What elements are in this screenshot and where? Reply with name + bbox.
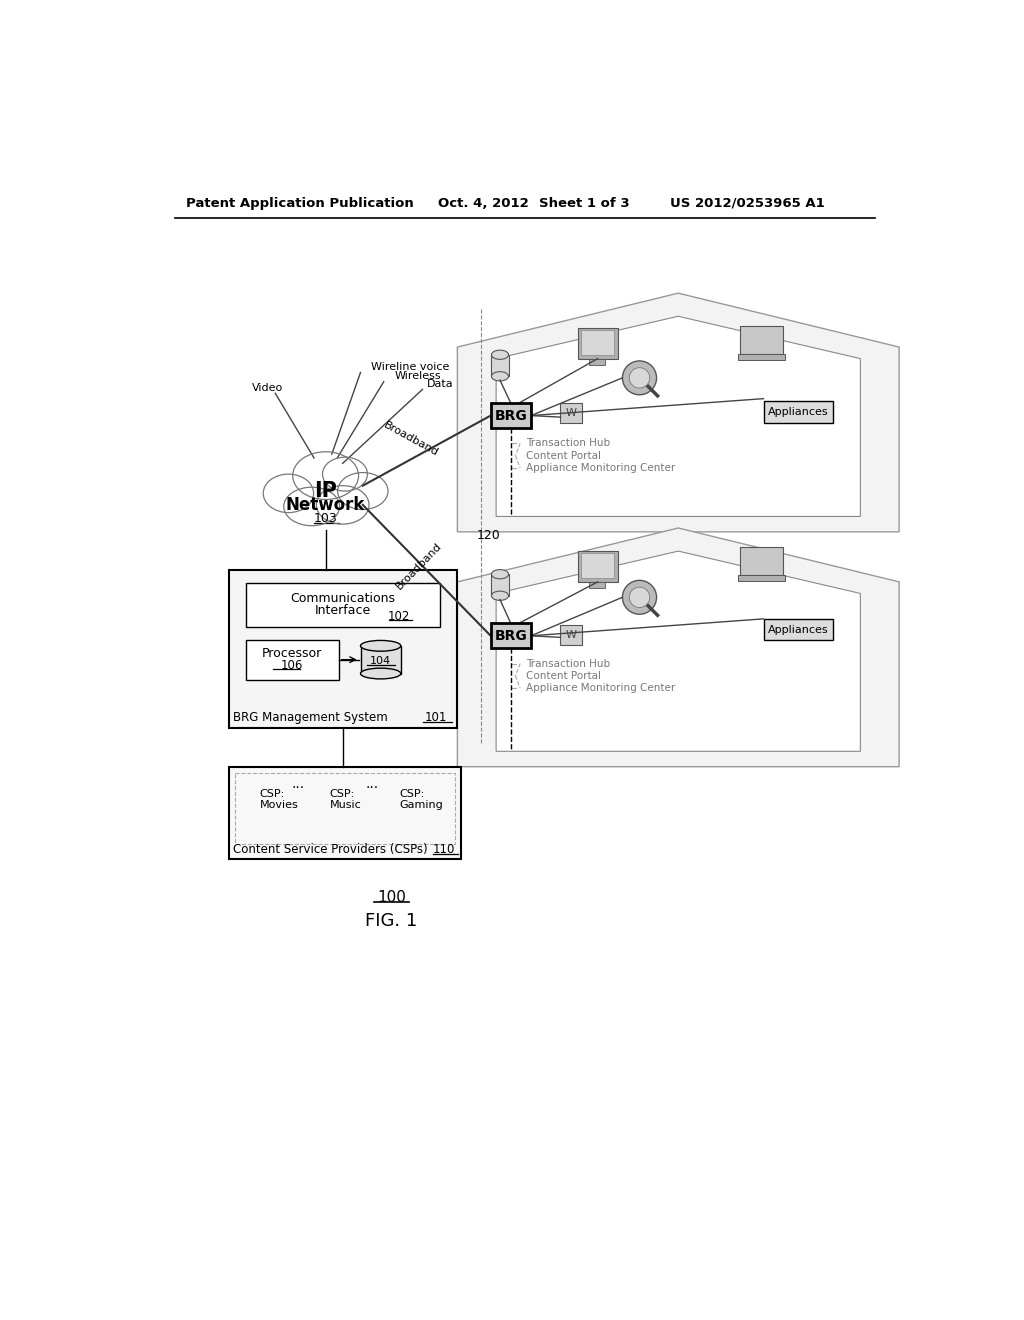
Polygon shape [458, 293, 899, 532]
FancyBboxPatch shape [738, 354, 785, 360]
Ellipse shape [316, 486, 369, 524]
FancyBboxPatch shape [738, 576, 785, 581]
Text: 110: 110 [433, 843, 456, 857]
Ellipse shape [293, 451, 358, 499]
FancyBboxPatch shape [764, 619, 834, 640]
FancyBboxPatch shape [490, 404, 531, 428]
FancyBboxPatch shape [582, 553, 614, 578]
Ellipse shape [360, 640, 400, 651]
Text: ...: ... [292, 776, 305, 791]
Circle shape [630, 368, 650, 388]
Text: Wireline voice: Wireline voice [372, 362, 450, 372]
Text: Music: Music [330, 800, 361, 810]
Ellipse shape [284, 487, 340, 525]
Text: IP: IP [314, 480, 337, 502]
Ellipse shape [492, 350, 509, 359]
Text: Transaction Hub: Transaction Hub [526, 438, 610, 449]
Text: Appliance Monitoring Center: Appliance Monitoring Center [526, 684, 676, 693]
Ellipse shape [338, 473, 388, 510]
FancyBboxPatch shape [560, 404, 583, 424]
Ellipse shape [492, 591, 509, 601]
Text: Communications: Communications [291, 591, 395, 605]
FancyBboxPatch shape [490, 623, 531, 648]
Text: Oct. 4, 2012: Oct. 4, 2012 [438, 197, 528, 210]
Text: ...: ... [366, 776, 379, 791]
Text: Appliances: Appliances [768, 407, 828, 417]
Polygon shape [496, 552, 860, 751]
Polygon shape [496, 317, 860, 516]
Text: Appliances: Appliances [768, 624, 828, 635]
Text: Content Portal: Content Portal [526, 450, 601, 461]
Text: Interface: Interface [315, 603, 371, 616]
Text: Network: Network [286, 496, 366, 513]
Circle shape [630, 587, 650, 607]
Circle shape [623, 360, 656, 395]
Polygon shape [458, 528, 899, 767]
Text: BRG Management System: BRG Management System [232, 711, 387, 723]
Text: US 2012/0253965 A1: US 2012/0253965 A1 [671, 197, 825, 210]
Text: Transaction Hub: Transaction Hub [526, 659, 610, 668]
Ellipse shape [323, 457, 368, 491]
Text: Sheet 1 of 3: Sheet 1 of 3 [539, 197, 630, 210]
Text: Gaming: Gaming [399, 800, 443, 810]
FancyBboxPatch shape [228, 570, 458, 729]
FancyBboxPatch shape [246, 582, 440, 627]
Text: CSP:: CSP: [330, 788, 354, 799]
Text: Content Service Providers (CSPs): Content Service Providers (CSPs) [232, 843, 427, 857]
FancyBboxPatch shape [360, 645, 400, 673]
Text: 100: 100 [377, 890, 406, 906]
FancyBboxPatch shape [492, 355, 509, 376]
Ellipse shape [360, 668, 400, 678]
Ellipse shape [263, 474, 313, 512]
Text: Wireless: Wireless [394, 371, 441, 381]
FancyBboxPatch shape [589, 582, 604, 589]
Text: BRG: BRG [495, 628, 527, 643]
Text: Broadband: Broadband [382, 420, 440, 458]
Text: Patent Application Publication: Patent Application Publication [186, 197, 414, 210]
Text: 101: 101 [425, 711, 446, 723]
Text: 102: 102 [388, 610, 411, 623]
Text: BRG: BRG [495, 409, 527, 422]
Text: Movies: Movies [260, 800, 299, 810]
Text: 104: 104 [370, 656, 391, 667]
FancyBboxPatch shape [582, 330, 614, 355]
FancyBboxPatch shape [740, 548, 783, 576]
FancyBboxPatch shape [560, 626, 583, 645]
Text: Broadband: Broadband [394, 541, 443, 591]
Text: Content Portal: Content Portal [526, 671, 601, 681]
FancyBboxPatch shape [492, 574, 509, 595]
Ellipse shape [492, 372, 509, 381]
Text: W: W [566, 408, 577, 418]
Text: W: W [566, 630, 577, 640]
Text: CSP:: CSP: [260, 788, 285, 799]
FancyBboxPatch shape [740, 326, 783, 354]
Circle shape [623, 581, 656, 614]
FancyBboxPatch shape [228, 767, 461, 859]
FancyBboxPatch shape [578, 552, 617, 582]
Text: 120: 120 [477, 529, 501, 543]
Text: Data: Data [427, 379, 454, 389]
Text: 106: 106 [282, 659, 303, 672]
FancyBboxPatch shape [578, 327, 617, 359]
Ellipse shape [492, 570, 509, 579]
Text: Video: Video [252, 383, 284, 393]
Text: CSP:: CSP: [399, 788, 425, 799]
Text: 103: 103 [313, 512, 338, 525]
FancyBboxPatch shape [764, 401, 834, 422]
Text: Processor: Processor [262, 647, 323, 660]
FancyBboxPatch shape [589, 359, 604, 364]
FancyBboxPatch shape [246, 640, 339, 680]
Text: Appliance Monitoring Center: Appliance Monitoring Center [526, 463, 676, 473]
Text: FIG. 1: FIG. 1 [366, 912, 418, 929]
